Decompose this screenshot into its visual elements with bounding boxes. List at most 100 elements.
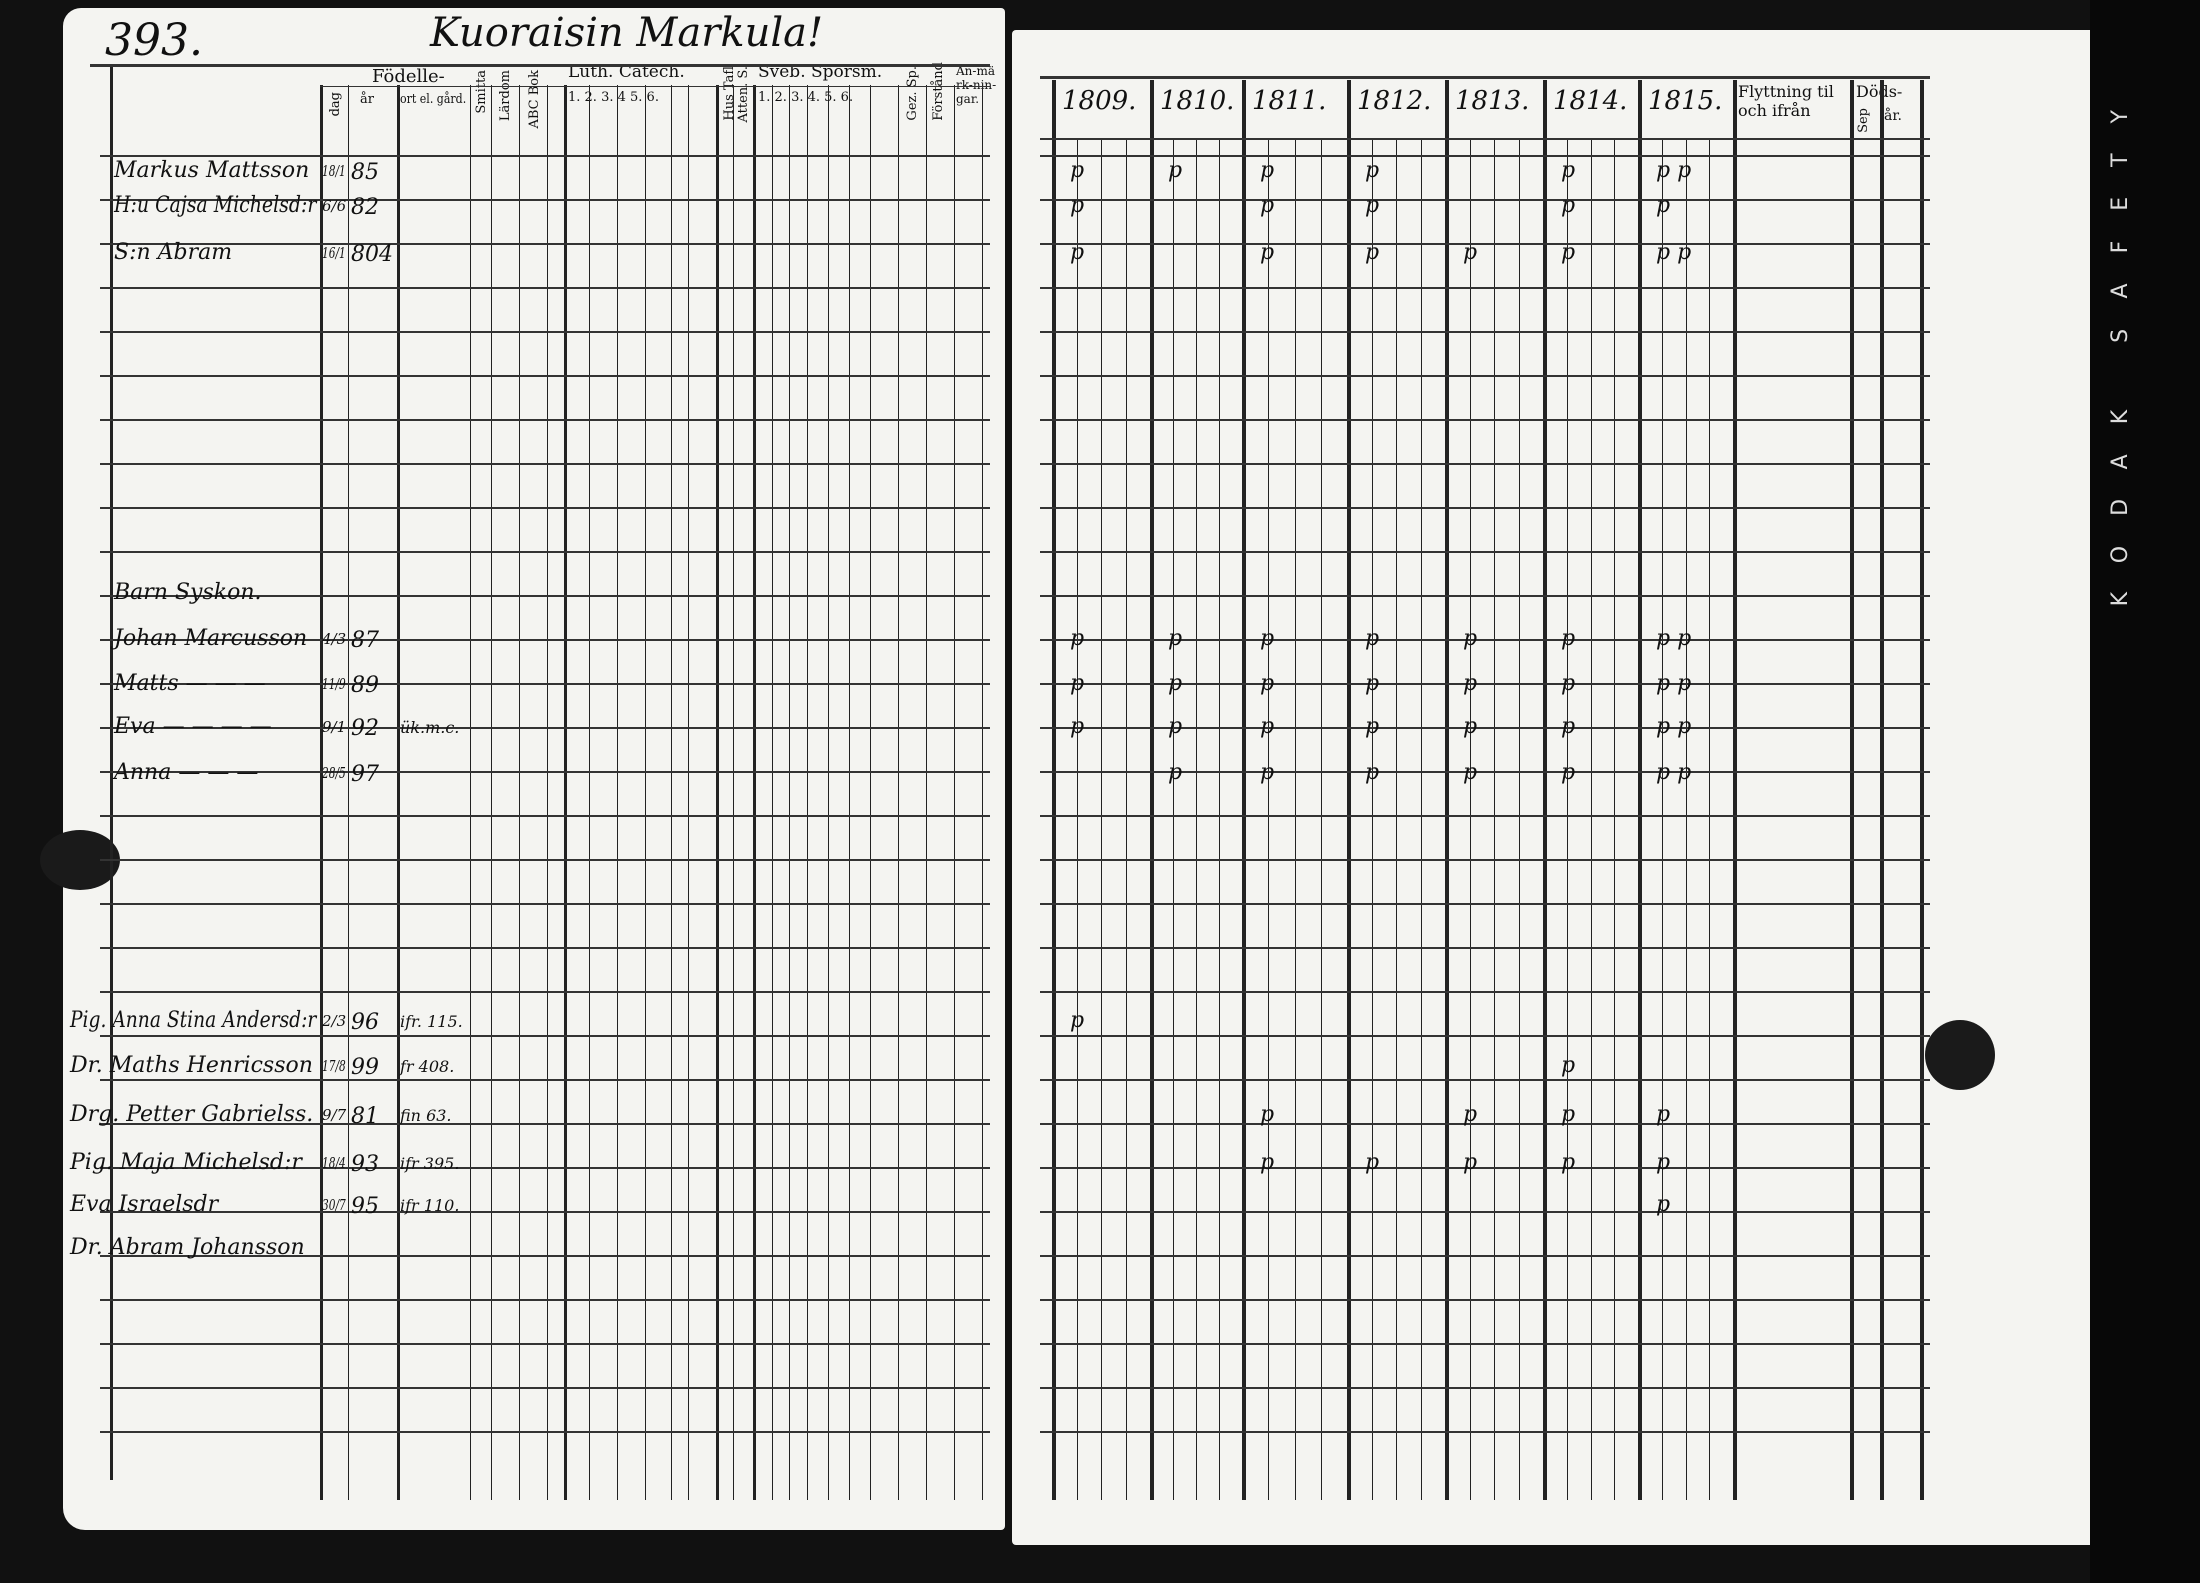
- row-rule: [100, 463, 990, 465]
- col-birth: Födelle-: [372, 66, 445, 87]
- row-rule: [100, 991, 990, 993]
- sub-column-rule: [1396, 140, 1397, 1500]
- row-rule: [1040, 1167, 1930, 1169]
- entry-name: S:n Abram: [114, 240, 233, 265]
- entry-birth-place: fin 63.: [400, 1106, 452, 1125]
- row-rule: [100, 1255, 990, 1257]
- entry-birth-date: 9/1: [322, 718, 347, 736]
- column-rule: [954, 85, 955, 1500]
- year-mark: p: [1260, 714, 1275, 739]
- row-rule: [100, 771, 990, 773]
- row-rule: [1040, 1431, 1930, 1433]
- year-header: 1815.: [1648, 86, 1723, 116]
- row-rule: [1040, 639, 1930, 641]
- entry-birth-place: ifr 395.: [400, 1154, 460, 1173]
- year-mark: p: [1561, 1102, 1576, 1127]
- year-mark: p: [1463, 1150, 1478, 1175]
- year-mark: p p: [1656, 626, 1692, 651]
- year-mark: p: [1168, 626, 1183, 651]
- col-luth-nums: 1. 2. 3. 4 5. 6.: [568, 90, 659, 105]
- entry-birth-year: 82: [351, 195, 379, 220]
- col-hus: Hus Tafl: [722, 66, 737, 121]
- column-rule: [491, 85, 492, 1500]
- year-mark: p: [1260, 1150, 1275, 1175]
- row-rule: [1040, 463, 1930, 465]
- entry-birth-date: 2/3: [322, 1012, 347, 1030]
- col-c3: ABC Bok: [527, 70, 542, 129]
- year-mark: p: [1365, 240, 1380, 265]
- sub-column-rule: [1268, 140, 1270, 1500]
- year-mark: p: [1463, 760, 1478, 785]
- col-year: år: [360, 92, 374, 107]
- row-rule: [1040, 199, 1930, 201]
- year-mark: p p: [1656, 240, 1692, 265]
- row-rule: [100, 727, 990, 729]
- column-rule: [716, 85, 719, 1500]
- year-rule: [1445, 80, 1449, 1500]
- header-rule: [1040, 76, 1930, 79]
- sub-column-rule: [1420, 140, 1422, 1500]
- row-rule: [1040, 815, 1930, 817]
- entry-birth-year: 804: [351, 242, 393, 267]
- row-rule: [1040, 947, 1930, 949]
- sub-column-rule: [1219, 140, 1220, 1500]
- year-rule: [1920, 80, 1924, 1500]
- column-rule: [753, 85, 756, 1500]
- entry-name: Markus Mattsson: [114, 158, 310, 183]
- column-rule: [617, 85, 618, 1500]
- year-mark: p: [1168, 760, 1183, 785]
- sub-column-rule: [1685, 140, 1687, 1500]
- col-death-sep: Sep: [1856, 108, 1871, 133]
- col-place: ort el. gård.: [400, 92, 467, 107]
- row-rule: [100, 683, 990, 685]
- sub-column-rule: [1614, 140, 1616, 1500]
- year-mark: p: [1365, 760, 1380, 785]
- entry-name: Drg. Petter Gabrielss.: [70, 1102, 314, 1127]
- year-mark: p: [1561, 1053, 1576, 1078]
- column-rule: [982, 85, 983, 1500]
- year-mark: p p: [1656, 158, 1692, 183]
- year-mark: p: [1260, 671, 1275, 696]
- row-rule: [100, 1431, 990, 1433]
- year-header: 1811.: [1252, 86, 1327, 116]
- entry-birth-place: ifr 110.: [400, 1196, 460, 1215]
- col-sveb: Sveb. Spörsm.: [758, 62, 883, 82]
- row-rule: [1040, 419, 1930, 421]
- page-number: 393.: [105, 15, 203, 66]
- row-rule: [100, 375, 990, 377]
- entry-birth-date: 9/7: [322, 1106, 347, 1124]
- row-rule: [1040, 771, 1930, 773]
- entry-name: Eva — — — —: [114, 714, 272, 739]
- row-rule: [100, 1123, 990, 1125]
- year-rule: [1052, 80, 1056, 1500]
- sub-column-rule: [1125, 140, 1127, 1500]
- col-death: Döds-: [1856, 82, 1902, 101]
- year-mark: p: [1365, 626, 1380, 651]
- row-rule: [1040, 1035, 1930, 1037]
- row-rule: [100, 1299, 990, 1301]
- sub-column-rule: [1566, 140, 1568, 1500]
- row-rule: [1040, 1255, 1930, 1257]
- entry-birth-year: 99: [351, 1055, 379, 1080]
- sub-column-rule: [1076, 140, 1078, 1500]
- row-rule: [1040, 859, 1930, 861]
- row-rule: [1040, 1211, 1930, 1213]
- sub-column-rule: [1494, 140, 1495, 1500]
- entry-birth-year: 97: [351, 762, 379, 787]
- column-rule: [671, 85, 672, 1500]
- year-mark: p: [1463, 626, 1478, 651]
- col-remarks: An-märk-nin-gar.: [956, 64, 997, 106]
- year-rule: [1543, 80, 1547, 1500]
- year-mark: p p: [1656, 760, 1692, 785]
- header-rule: [90, 64, 990, 67]
- year-mark: p: [1070, 714, 1085, 739]
- entry-name: Pig. Anna Stina Andersd:r: [70, 1008, 317, 1033]
- entry-birth-year: 81: [351, 1104, 379, 1129]
- column-rule: [320, 85, 323, 1500]
- row-rule: [1040, 595, 1930, 597]
- row-rule: [1040, 551, 1930, 553]
- col-gez: Gez. Sp.: [905, 66, 920, 121]
- column-rule: [645, 85, 646, 1500]
- film-edge-text: KODAK SAFETY: [2108, 80, 2133, 607]
- year-mark: p: [1260, 1102, 1275, 1127]
